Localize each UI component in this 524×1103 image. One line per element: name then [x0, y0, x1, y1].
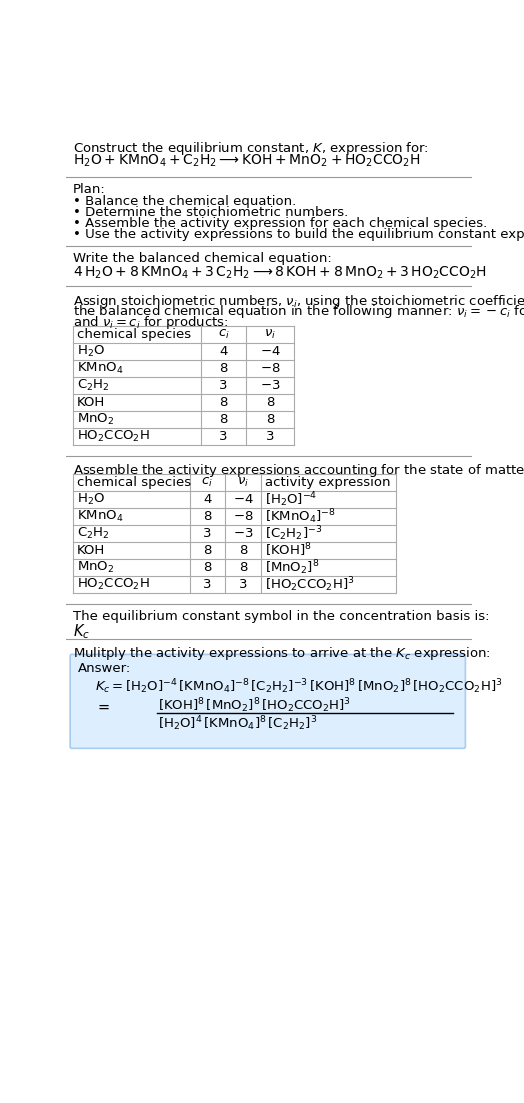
Text: 8: 8 — [239, 561, 247, 574]
Text: chemical species: chemical species — [77, 329, 191, 341]
Text: 8: 8 — [266, 396, 274, 409]
Text: $-3$: $-3$ — [233, 527, 253, 540]
Text: $[\mathrm{HO_2CCO_2H}]^{3}$: $[\mathrm{HO_2CCO_2H}]^{3}$ — [265, 575, 354, 593]
Text: $-4$: $-4$ — [260, 345, 280, 358]
Text: and $\nu_i = c_i$ for products:: and $\nu_i = c_i$ for products: — [73, 314, 229, 331]
Text: Write the balanced chemical equation:: Write the balanced chemical equation: — [73, 253, 332, 266]
Text: 8: 8 — [220, 396, 228, 409]
Text: $\mathrm{MnO_2}$: $\mathrm{MnO_2}$ — [77, 413, 114, 427]
Text: $c_i$: $c_i$ — [217, 329, 230, 342]
Text: $\mathrm{H_2O + KMnO_4 + C_2H_2 \longrightarrow KOH + MnO_2 + HO_2CCO_2H}$: $\mathrm{H_2O + KMnO_4 + C_2H_2 \longrig… — [73, 152, 421, 169]
Text: $[\mathrm{C_2H_2}]^{-3}$: $[\mathrm{C_2H_2}]^{-3}$ — [265, 524, 322, 543]
Text: $\mathrm{H_2O}$: $\mathrm{H_2O}$ — [77, 492, 105, 507]
Text: 3: 3 — [266, 430, 275, 443]
Text: $[\mathrm{H_2O}]^{4}\,[\mathrm{KMnO_4}]^{8}\,[\mathrm{C_2H_2}]^{3}$: $[\mathrm{H_2O}]^{4}\,[\mathrm{KMnO_4}]^… — [158, 715, 318, 733]
Text: $\mathrm{KMnO_4}$: $\mathrm{KMnO_4}$ — [77, 361, 124, 376]
Text: The equilibrium constant symbol in the concentration basis is:: The equilibrium constant symbol in the c… — [73, 610, 490, 623]
Text: 8: 8 — [203, 510, 212, 523]
Text: 3: 3 — [239, 578, 247, 591]
Text: chemical species: chemical species — [77, 476, 191, 490]
Text: 4: 4 — [203, 493, 212, 506]
Text: the balanced chemical equation in the following manner: $\nu_i = -c_i$ for react: the balanced chemical equation in the fo… — [73, 303, 524, 320]
Text: $-8$: $-8$ — [260, 362, 280, 375]
Text: 8: 8 — [220, 413, 228, 426]
FancyBboxPatch shape — [70, 654, 465, 748]
Text: KOH: KOH — [77, 396, 105, 409]
Text: • Determine the stoichiometric numbers.: • Determine the stoichiometric numbers. — [73, 206, 348, 219]
Text: $-3$: $-3$ — [260, 379, 280, 393]
Text: 8: 8 — [203, 561, 212, 574]
Text: • Assemble the activity expression for each chemical species.: • Assemble the activity expression for e… — [73, 217, 487, 231]
Text: Assign stoichiometric numbers, $\nu_i$, using the stoichiometric coefficients, $: Assign stoichiometric numbers, $\nu_i$, … — [73, 292, 524, 310]
Text: $[\mathrm{KOH}]^{8}$: $[\mathrm{KOH}]^{8}$ — [265, 542, 311, 559]
Text: $-8$: $-8$ — [233, 510, 253, 523]
Text: 8: 8 — [203, 544, 212, 557]
Text: $\mathrm{HO_2CCO_2H}$: $\mathrm{HO_2CCO_2H}$ — [77, 429, 150, 445]
Text: 3: 3 — [203, 527, 212, 540]
Text: $=$: $=$ — [95, 698, 111, 714]
Text: $[\mathrm{KOH}]^{8}\,[\mathrm{MnO_2}]^{8}\,[\mathrm{HO_2CCO_2H}]^{3}$: $[\mathrm{KOH}]^{8}\,[\mathrm{MnO_2}]^{8… — [158, 696, 352, 715]
Text: $\mathrm{4\,H_2O + 8\,KMnO_4 + 3\,C_2H_2 \longrightarrow 8\,KOH + 8\,MnO_2 + 3\,: $\mathrm{4\,H_2O + 8\,KMnO_4 + 3\,C_2H_2… — [73, 265, 487, 281]
Text: $\mathrm{H_2O}$: $\mathrm{H_2O}$ — [77, 344, 105, 360]
Text: $\mathrm{C_2H_2}$: $\mathrm{C_2H_2}$ — [77, 526, 110, 542]
Text: Answer:: Answer: — [78, 662, 131, 675]
Text: $[\mathrm{MnO_2}]^{8}$: $[\mathrm{MnO_2}]^{8}$ — [265, 558, 319, 577]
Text: Assemble the activity expressions accounting for the state of matter and $\nu_i$: Assemble the activity expressions accoun… — [73, 462, 524, 479]
Text: $\mathrm{MnO_2}$: $\mathrm{MnO_2}$ — [77, 560, 114, 575]
Text: • Use the activity expressions to build the equilibrium constant expression.: • Use the activity expressions to build … — [73, 228, 524, 240]
Text: Construct the equilibrium constant, $K$, expression for:: Construct the equilibrium constant, $K$,… — [73, 140, 429, 157]
Text: $c_i$: $c_i$ — [201, 476, 213, 490]
Text: $K_c = [\mathrm{H_2O}]^{-4}\,[\mathrm{KMnO_4}]^{-8}\,[\mathrm{C_2H_2}]^{-3}\,[\m: $K_c = [\mathrm{H_2O}]^{-4}\,[\mathrm{KM… — [95, 677, 503, 696]
Text: KOH: KOH — [77, 544, 105, 557]
Text: $\nu_i$: $\nu_i$ — [237, 476, 249, 490]
Text: 3: 3 — [220, 430, 228, 443]
Text: Mulitply the activity expressions to arrive at the $K_c$ expression:: Mulitply the activity expressions to arr… — [73, 645, 491, 662]
Text: • Balance the chemical equation.: • Balance the chemical equation. — [73, 195, 297, 208]
Text: Plan:: Plan: — [73, 183, 106, 196]
Text: $K_c$: $K_c$ — [73, 622, 90, 641]
Text: $[\mathrm{H_2O}]^{-4}$: $[\mathrm{H_2O}]^{-4}$ — [265, 491, 317, 508]
Text: $\nu_i$: $\nu_i$ — [264, 329, 276, 342]
Text: $\mathrm{HO_2CCO_2H}$: $\mathrm{HO_2CCO_2H}$ — [77, 577, 150, 592]
Text: 3: 3 — [203, 578, 212, 591]
Text: 8: 8 — [220, 362, 228, 375]
Text: $[\mathrm{KMnO_4}]^{-8}$: $[\mathrm{KMnO_4}]^{-8}$ — [265, 507, 335, 526]
Text: 8: 8 — [239, 544, 247, 557]
Text: activity expression: activity expression — [265, 476, 390, 490]
Text: 8: 8 — [266, 413, 274, 426]
Text: $\mathrm{KMnO_4}$: $\mathrm{KMnO_4}$ — [77, 510, 124, 524]
Text: 3: 3 — [220, 379, 228, 393]
Text: $-4$: $-4$ — [233, 493, 253, 506]
Text: 4: 4 — [220, 345, 228, 358]
Text: $\mathrm{C_2H_2}$: $\mathrm{C_2H_2}$ — [77, 378, 110, 394]
